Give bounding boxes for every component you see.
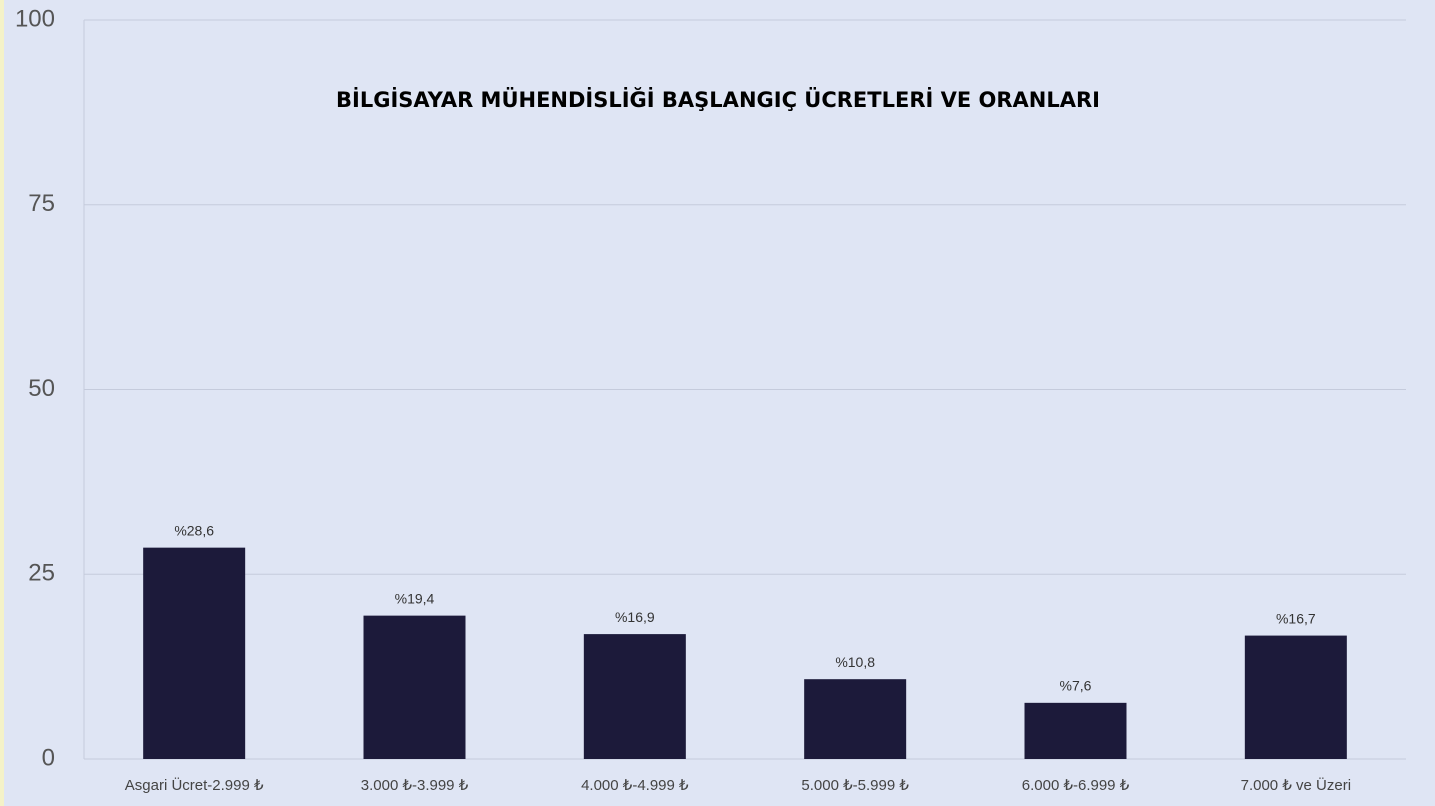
x-tick-label: 5.000 ₺-5.999 ₺ — [801, 777, 909, 794]
value-label: %16,9 — [615, 609, 655, 625]
value-label: %10,8 — [835, 654, 875, 670]
chart-title: BİLGİSAYAR MÜHENDİSLİĞİ BAŞLANGIÇ ÜCRETL… — [336, 87, 1100, 112]
bar — [143, 547, 246, 759]
x-tick-label: 3.000 ₺-3.999 ₺ — [361, 777, 469, 794]
bar — [1244, 635, 1347, 759]
x-tick-label: Asgari Ücret-2.999 ₺ — [125, 776, 264, 794]
value-label: %28,6 — [174, 522, 214, 538]
x-tick-label: 6.000 ₺-6.999 ₺ — [1022, 777, 1130, 794]
y-tick-label: 100 — [15, 5, 55, 32]
y-tick-label: 0 — [42, 744, 55, 771]
y-tick-label: 25 — [28, 560, 55, 587]
bar — [363, 615, 466, 759]
value-label: %7,6 — [1060, 678, 1092, 694]
value-label: %16,7 — [1276, 610, 1316, 626]
y-tick-label: 75 — [28, 190, 55, 217]
y-tick-label: 50 — [28, 375, 55, 402]
bar — [583, 634, 686, 759]
value-label: %19,4 — [395, 590, 435, 606]
bar — [1024, 702, 1127, 759]
edge-strip — [0, 0, 4, 806]
bar — [804, 679, 907, 759]
x-tick-label: 7.000 ₺ ve Üzeri — [1241, 776, 1351, 794]
x-tick-label: 4.000 ₺-4.999 ₺ — [581, 777, 689, 794]
